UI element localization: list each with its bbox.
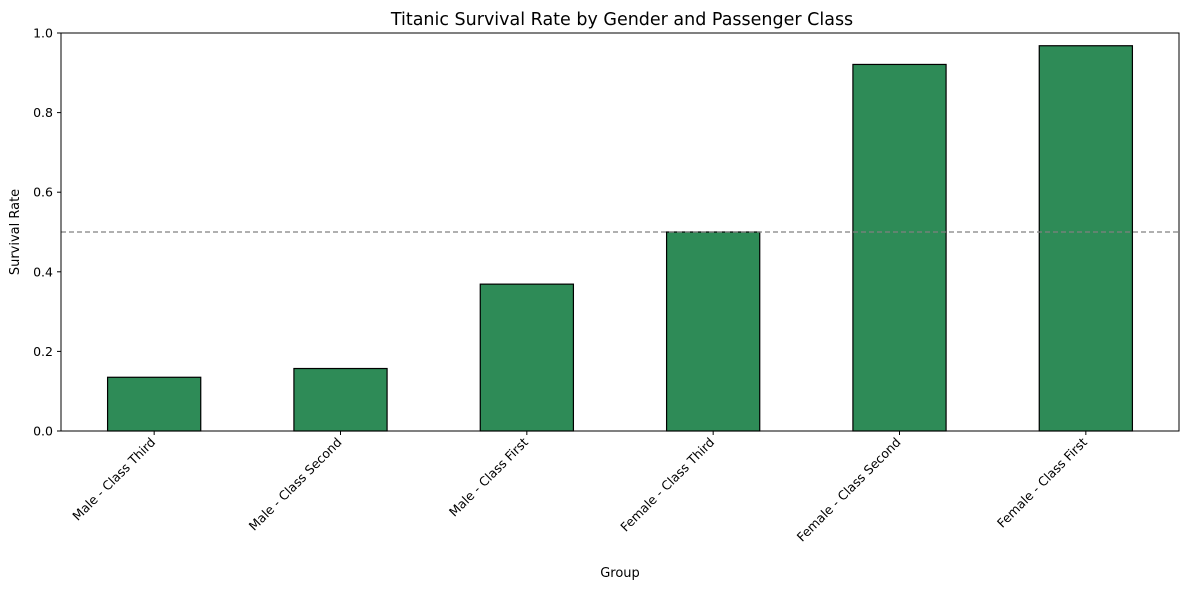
bar — [479, 283, 575, 432]
y-axis-label: Survival Rate — [8, 189, 23, 275]
bar — [106, 376, 202, 432]
y-tick-label: 0.0 — [33, 424, 53, 439]
y-tick-label: 0.2 — [33, 344, 53, 359]
y-tick-label: 1.0 — [33, 26, 53, 41]
y-tick-label: 0.4 — [33, 264, 53, 279]
plot-frame — [60, 32, 1180, 432]
bar — [852, 63, 947, 432]
bar — [1038, 45, 1134, 432]
y-tick-label: 0.6 — [33, 185, 53, 200]
bars-layer — [106, 45, 1134, 432]
bar — [665, 231, 761, 432]
y-tick-label: 0.8 — [33, 105, 53, 120]
bar — [293, 367, 388, 432]
chart-title: Titanic Survival Rate by Gender and Pass… — [390, 10, 853, 30]
x-axis-label: Group — [600, 566, 640, 581]
y-axis-ticks: 0.0 0.2 0.4 0.6 0.8 1.0 — [33, 26, 61, 439]
